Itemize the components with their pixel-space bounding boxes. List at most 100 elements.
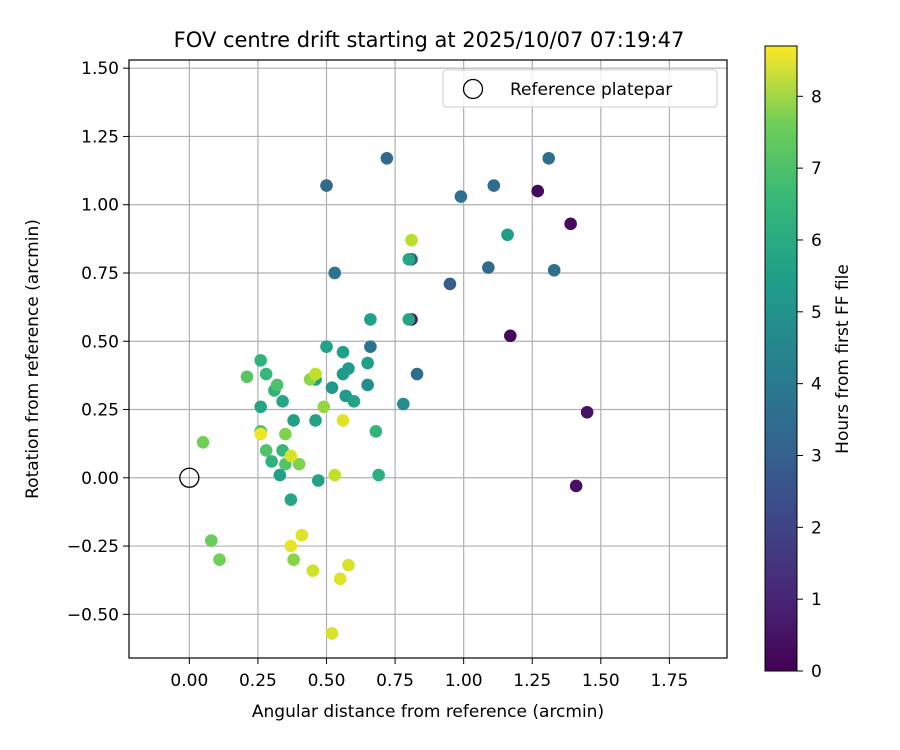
data-point [333,572,347,586]
plot-frame [128,59,728,659]
colorbar-tick-label: 1 [811,590,822,610]
data-point [317,400,331,414]
data-point [569,479,583,493]
data-point [325,381,339,394]
y-tick-label: 1.50 [81,59,119,79]
data-point [328,266,342,280]
plot-area [129,60,727,658]
y-axis-label: Rotation from reference (arcmin) [23,219,43,499]
data-point [342,362,355,375]
data-point [503,329,517,343]
data-point [325,627,339,640]
y-tick-label: 0.25 [81,401,119,421]
data-point [240,370,254,384]
data-point [336,414,350,427]
data-point [287,414,300,427]
data-point [204,534,218,547]
y-tick-label: 0.00 [81,469,119,489]
data-point [213,553,226,566]
colorbar-label: Hours from first FF file [833,264,853,454]
data-point [369,425,383,438]
data-point [336,345,350,359]
colorbar-tick-label: 4 [811,375,822,395]
colorbar-tick-label: 0 [811,662,822,682]
data-point [309,414,322,427]
data-point [273,468,287,482]
data-point [397,397,410,411]
data-point [254,400,267,414]
colorbar-tick-label: 8 [811,87,822,107]
data-point [265,455,278,468]
legend-label: Reference platepar [510,80,672,100]
x-tick-label: 0.25 [239,671,277,691]
data-point [295,528,309,542]
data-point [320,340,333,354]
data-point [361,356,374,370]
data-point [443,277,457,291]
y-tick-label: −0.50 [67,605,119,625]
x-tick-label: 0.50 [308,671,346,691]
data-point [380,152,394,165]
x-axis-label: Angular distance from reference (arcmin) [252,702,604,722]
data-point [361,378,374,392]
y-axis-ticks: −0.50 −0.25 0.00 0.25 0.50 0.75 1.00 1.25 1.50 [67,59,129,625]
data-point [482,261,495,274]
data-point [542,152,555,165]
x-tick-label: 0.00 [170,671,208,691]
data-point [284,493,298,506]
legend: Reference platepar [442,69,718,108]
data-point [364,313,377,326]
x-tick-label: 1.75 [650,671,688,691]
y-tick-label: 1.25 [81,127,119,147]
colorbar [765,46,797,671]
data-point [372,468,385,482]
x-axis-ticks: 0.00 0.25 0.50 0.75 1.00 1.25 1.50 1.75 [170,658,688,691]
data-point [347,395,361,408]
legend-reference-marker [462,78,484,100]
y-tick-label: 0.75 [81,264,119,284]
data-point [259,444,273,457]
colorbar-tick-label: 6 [811,231,822,251]
data-point [410,367,424,381]
y-tick-label: 0.50 [81,332,119,352]
data-point [306,564,320,577]
x-tick-label: 0.75 [376,671,414,691]
reference-marker [179,467,200,488]
data-point [564,217,577,231]
data-point [342,558,355,572]
data-point [276,395,289,408]
reference-marker-group [179,467,200,488]
data-point [487,179,501,192]
data-point [254,354,267,367]
data-point [364,340,377,354]
legend-box [442,69,718,108]
x-tick-label: 1.50 [582,671,620,691]
data-point [501,228,514,242]
data-point [531,184,545,198]
data-point [284,449,298,463]
y-tick-label: −0.25 [67,537,119,557]
data-point [328,468,342,482]
colorbar-ticks: 0 1 2 3 4 5 6 7 8 [797,87,822,682]
data-point [254,427,267,441]
data-point [405,233,418,247]
data-point [270,378,284,392]
data-point [311,474,325,487]
data-point [402,313,416,326]
x-tick-label: 1.25 [513,671,551,691]
data-point [284,539,298,553]
colorbar-tick-label: 5 [811,303,822,323]
x-tick-label: 1.00 [445,671,483,691]
colorbar-tick-label: 7 [811,159,822,179]
chart-title: FOV centre drift starting at 2025/10/07 … [174,28,685,52]
data-point [402,253,416,266]
colorbar-tick-label: 3 [811,446,822,466]
grid [129,60,727,658]
data-point [259,367,273,381]
data-points [196,152,594,640]
y-tick-label: 1.00 [81,196,119,216]
data-point [320,179,333,192]
data-point [309,367,322,381]
data-point [292,457,306,471]
